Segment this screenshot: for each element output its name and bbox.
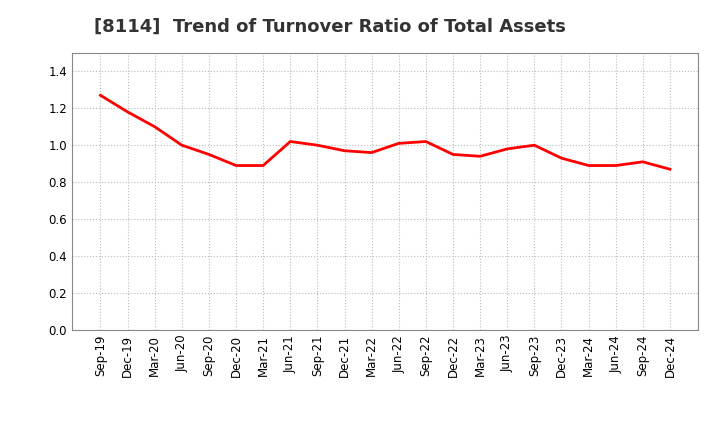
Text: [8114]  Trend of Turnover Ratio of Total Assets: [8114] Trend of Turnover Ratio of Total … [94,18,565,36]
